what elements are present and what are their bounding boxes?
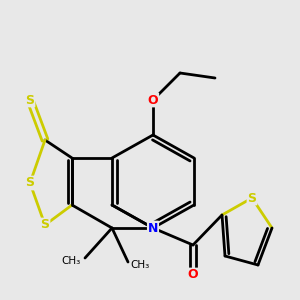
Text: S: S [26, 94, 34, 106]
Text: O: O [188, 268, 198, 281]
Text: S: S [248, 191, 256, 205]
Text: O: O [148, 94, 158, 106]
Text: N: N [148, 221, 158, 235]
Text: S: S [26, 176, 34, 190]
Text: S: S [40, 218, 50, 232]
Text: CH₃: CH₃ [62, 256, 81, 266]
Text: CH₃: CH₃ [130, 260, 149, 270]
